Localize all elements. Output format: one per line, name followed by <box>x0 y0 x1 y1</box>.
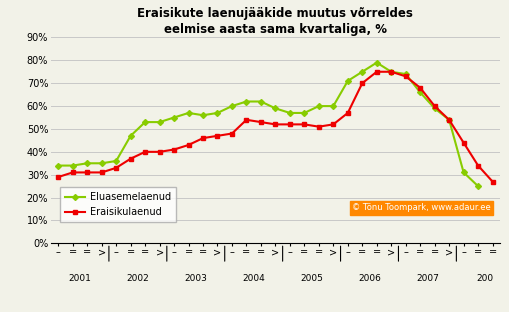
Eluasemelaenud <box>445 118 451 122</box>
Eraisikulaenud <box>84 171 90 174</box>
Eluasemelaenud <box>258 100 264 103</box>
Text: 2002: 2002 <box>126 274 149 283</box>
Eraisikulaenud <box>344 111 350 115</box>
Eraisikulaenud <box>243 118 249 122</box>
Title: Eraisikute laenujääkide muutus võrreldes
eelmise aasta sama kvartaliga, %: Eraisikute laenujääkide muutus võrreldes… <box>137 7 412 36</box>
Eraisikulaenud <box>70 171 76 174</box>
Eluasemelaenud <box>142 120 148 124</box>
Eraisikulaenud <box>416 86 422 90</box>
Text: 2006: 2006 <box>357 274 380 283</box>
Eluasemelaenud <box>272 106 278 110</box>
Eraisikulaenud <box>358 81 364 85</box>
Text: 2004: 2004 <box>242 274 265 283</box>
Eraisikulaenud <box>156 150 162 154</box>
Eluasemelaenud <box>200 113 206 117</box>
Eluasemelaenud <box>156 120 162 124</box>
Eluasemelaenud <box>330 104 336 108</box>
Text: © Tõnu Toompark, www.adaur.ee: © Tõnu Toompark, www.adaur.ee <box>351 203 490 212</box>
Eraisikulaenud <box>489 180 495 183</box>
Line: Eluasemelaenud: Eluasemelaenud <box>56 61 479 188</box>
Eraisikulaenud <box>402 75 408 78</box>
Text: 2001: 2001 <box>68 274 91 283</box>
Line: Eraisikulaenud: Eraisikulaenud <box>56 70 494 184</box>
Eluasemelaenud <box>460 171 466 174</box>
Eluasemelaenud <box>431 106 437 110</box>
Eraisikulaenud <box>229 132 235 135</box>
Eraisikulaenud <box>55 175 61 179</box>
Eraisikulaenud <box>142 150 148 154</box>
Eraisikulaenud <box>214 134 220 138</box>
Eluasemelaenud <box>127 134 133 138</box>
Eluasemelaenud <box>358 70 364 74</box>
Legend: Eluasemelaenud, Eraisikulaenud: Eluasemelaenud, Eraisikulaenud <box>60 188 175 222</box>
Eluasemelaenud <box>55 164 61 168</box>
Eraisikulaenud <box>431 104 437 108</box>
Eluasemelaenud <box>98 161 104 165</box>
Eluasemelaenud <box>373 61 379 65</box>
Eraisikulaenud <box>286 123 292 126</box>
Eraisikulaenud <box>315 125 321 129</box>
Eluasemelaenud <box>387 70 393 74</box>
Text: 2007: 2007 <box>415 274 438 283</box>
Eraisikulaenud <box>185 143 191 147</box>
Eluasemelaenud <box>243 100 249 103</box>
Eraisikulaenud <box>98 171 104 174</box>
Eluasemelaenud <box>229 104 235 108</box>
Eluasemelaenud <box>344 79 350 83</box>
Eluasemelaenud <box>171 116 177 119</box>
Eraisikulaenud <box>330 123 336 126</box>
Eluasemelaenud <box>286 111 292 115</box>
Eraisikulaenud <box>474 164 480 168</box>
Eraisikulaenud <box>387 70 393 74</box>
Eluasemelaenud <box>402 72 408 76</box>
Eluasemelaenud <box>70 164 76 168</box>
Text: 2003: 2003 <box>184 274 207 283</box>
Eraisikulaenud <box>200 136 206 140</box>
Text: 200: 200 <box>476 274 493 283</box>
Eluasemelaenud <box>214 111 220 115</box>
Eluasemelaenud <box>416 90 422 94</box>
Eraisikulaenud <box>301 123 307 126</box>
Eraisikulaenud <box>171 148 177 151</box>
Eluasemelaenud <box>474 184 480 188</box>
Eluasemelaenud <box>315 104 321 108</box>
Eraisikulaenud <box>373 70 379 74</box>
Eraisikulaenud <box>445 118 451 122</box>
Text: 2005: 2005 <box>300 274 322 283</box>
Eluasemelaenud <box>113 159 119 163</box>
Eluasemelaenud <box>185 111 191 115</box>
Eraisikulaenud <box>258 120 264 124</box>
Eluasemelaenud <box>84 161 90 165</box>
Eraisikulaenud <box>272 123 278 126</box>
Eraisikulaenud <box>113 166 119 170</box>
Eraisikulaenud <box>127 157 133 161</box>
Eraisikulaenud <box>460 141 466 144</box>
Eluasemelaenud <box>301 111 307 115</box>
